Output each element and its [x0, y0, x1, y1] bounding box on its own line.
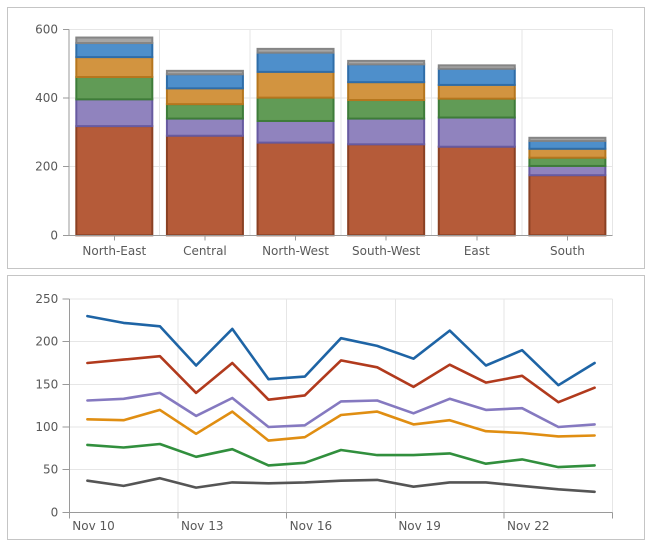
bar-segment-stack-orange-North-West[interactable]	[256, 70, 335, 99]
bar-segment-stack-gray-Central[interactable]	[165, 69, 244, 76]
bar-segment-stack-rust-East[interactable]	[437, 145, 516, 237]
bar-segment-stack-blue-South-West[interactable]	[347, 63, 426, 84]
bar-segment-stack-rust-Central[interactable]	[165, 134, 244, 237]
bar-segment-stack-green-South-West[interactable]	[347, 99, 426, 120]
bar-segment-stack-gray-North-West[interactable]	[256, 47, 335, 54]
line-blue[interactable]	[86, 314, 596, 387]
bar-segment-stack-gray-East[interactable]	[437, 64, 516, 70]
stacked-bar-chart-panel: North-East Central North-West South-West Eas…	[7, 7, 645, 269]
bar-segment-stack-gray-South[interactable]	[528, 136, 607, 142]
x-axis-label: North-West	[262, 244, 329, 258]
bar-segment-stack-green-South[interactable]	[528, 156, 607, 167]
bar-segment-stack-orange-South-West[interactable]	[347, 81, 426, 102]
bar-segment-stack-gray-North-East[interactable]	[75, 36, 154, 45]
x-axis-label: Nov 19	[398, 519, 441, 533]
y-axis-label: 0	[50, 228, 58, 242]
y-axis-label: 200	[35, 160, 58, 174]
bar-segment-stack-rust-North-West[interactable]	[256, 141, 335, 237]
bar-segment-stack-purple-North-West[interactable]	[256, 119, 335, 144]
bar-segment-stack-purple-Central[interactable]	[165, 117, 244, 137]
x-axis-label: Nov 10	[72, 519, 115, 533]
y-axis-label: 600	[35, 22, 58, 36]
bar-segment-stack-rust-South[interactable]	[528, 174, 607, 237]
bar-segment-stack-green-North-East[interactable]	[75, 76, 154, 101]
y-axis-label: 400	[35, 91, 58, 105]
line-chart: 0 50 100 150 200 250 Nov 10 Nov 13 Nov 16 Nov 19 N…	[35, 292, 614, 533]
bar-segment-stack-purple-North-East[interactable]	[75, 98, 154, 128]
bar-segment-stack-blue-North-West[interactable]	[256, 51, 335, 73]
y-axis-label: 250	[35, 292, 58, 306]
stacked-bar-chart: North-East Central North-West South-West Eas…	[35, 22, 614, 258]
line-green[interactable]	[86, 442, 596, 469]
x-axis-label: North-East	[82, 244, 146, 258]
line-chart-panel: 0 50 100 150 200 250 Nov 10 Nov 13 Nov 16 Nov 19 N…	[7, 275, 645, 540]
bar-segment-stack-blue-South[interactable]	[528, 139, 607, 150]
bar-segment-stack-rust-South-West[interactable]	[347, 143, 426, 237]
line-gray[interactable]	[86, 476, 596, 494]
x-axis-label: East	[464, 244, 490, 258]
x-axis-label: Nov 13	[181, 519, 224, 533]
bar-segment-stack-purple-East[interactable]	[437, 116, 516, 148]
y-axis-label: 150	[35, 377, 58, 391]
bar-segment-stack-purple-South-West[interactable]	[347, 117, 426, 146]
x-axis-label: South-West	[352, 244, 421, 258]
line-red[interactable]	[86, 354, 596, 404]
bar-segment-stack-green-East[interactable]	[437, 97, 516, 119]
y-axis-label: 0	[51, 505, 59, 519]
x-axis-label: South	[550, 244, 585, 258]
bar-segment-stack-orange-North-East[interactable]	[75, 56, 154, 79]
bar-segment-stack-blue-North-East[interactable]	[75, 42, 154, 59]
x-axis-label: Nov 16	[290, 519, 333, 533]
bar-segment-stack-green-Central[interactable]	[165, 103, 244, 120]
bar-segment-stack-green-North-West[interactable]	[256, 96, 335, 122]
bar-segment-stack-gray-South-West[interactable]	[347, 59, 426, 66]
bar-segment-stack-orange-Central[interactable]	[165, 87, 244, 106]
x-axis-label: Central	[183, 244, 227, 258]
y-axis-label: 200	[35, 335, 58, 349]
bar-segment-stack-purple-South[interactable]	[528, 164, 607, 177]
bar-segment-stack-blue-Central[interactable]	[165, 73, 244, 90]
bar-segment-stack-rust-North-East[interactable]	[75, 125, 154, 237]
bar-segment-stack-orange-South[interactable]	[528, 147, 607, 159]
line-orange[interactable]	[86, 408, 596, 442]
x-axis-label: Nov 22	[507, 519, 550, 533]
bar-segment-stack-orange-East[interactable]	[437, 83, 516, 100]
y-axis-label: 50	[43, 463, 58, 477]
line-purple[interactable]	[86, 391, 596, 429]
bar-segment-stack-blue-East[interactable]	[437, 67, 516, 86]
y-axis-label: 100	[35, 420, 58, 434]
